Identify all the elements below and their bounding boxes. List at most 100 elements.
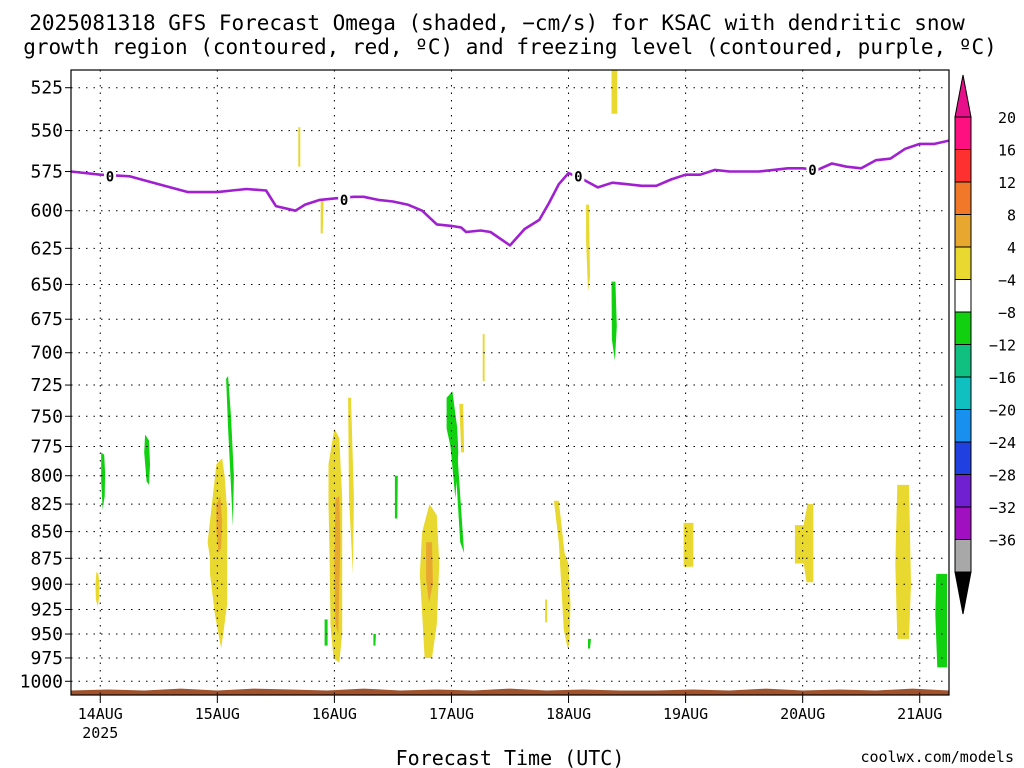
freezing-label-bg-2 (572, 168, 585, 185)
y-tick-label: 625 (30, 238, 63, 259)
colorbar-bin-8 (954, 376, 972, 410)
colorbar-label: −20 (989, 402, 1016, 420)
terrain-band (71, 688, 949, 695)
y-tick-label: 600 (30, 201, 63, 222)
y-tick-label: 775 (30, 436, 63, 457)
colorbar-label: 20 (998, 109, 1016, 127)
y-tick-label: 875 (30, 548, 63, 569)
omega-region-3 (207, 458, 228, 649)
colorbar-bin-12 (954, 506, 972, 540)
omega-region-10 (324, 619, 328, 646)
terrain-fill (71, 688, 949, 695)
y-tick-label: 750 (30, 406, 63, 427)
y-tick-label: 800 (30, 466, 63, 487)
colorbar-label: 8 (1007, 207, 1016, 225)
x-tick-label: 16AUG (312, 705, 357, 723)
omega-region-16 (446, 391, 459, 499)
x-tick-label: 15AUG (195, 705, 240, 723)
colorbar-bin-13 (954, 539, 972, 573)
freezing-label-bg-3 (806, 161, 819, 178)
y-tick-label: 575 (30, 162, 63, 183)
chart-title-line-1: 2025081318 GFS Forecast Omega (shaded, −… (29, 11, 965, 35)
omega-region-2 (144, 434, 150, 485)
colorbar-label: −24 (989, 434, 1016, 452)
omega-region-13 (394, 475, 398, 519)
colorbar-bin-1 (954, 149, 972, 183)
y-tick-label: 1000 (20, 671, 63, 692)
omega-region-9 (334, 496, 341, 634)
y-tick-label: 900 (30, 574, 63, 595)
colorbar-bin-2 (954, 181, 972, 215)
omega-region-29 (935, 573, 947, 668)
y-tick-label: 850 (30, 522, 63, 543)
colorbar-bin-10 (954, 441, 972, 475)
colorbar-bin-11 (954, 474, 972, 508)
omega-region-18 (459, 403, 465, 453)
y-tick-label: 650 (30, 274, 63, 295)
y-tick-label: 950 (30, 624, 63, 645)
omega-region-19 (482, 334, 485, 382)
y-tick-label: 825 (30, 494, 63, 515)
colorbar-label: −8 (998, 304, 1016, 322)
freezing-level-label: 0 (106, 169, 114, 185)
omega-region-26 (683, 522, 694, 567)
colorbar-label: −36 (989, 532, 1016, 550)
omega-region-27 (794, 504, 814, 583)
colorbar-label: −16 (989, 369, 1016, 387)
omega-region-22 (588, 638, 591, 649)
omega-region-23 (586, 204, 590, 292)
omega-region-5 (226, 376, 234, 527)
omega-region-12 (373, 634, 376, 646)
omega-region-20 (553, 500, 571, 649)
freezing-label-bg-0 (104, 168, 117, 185)
colorbar-bin-7 (954, 344, 972, 378)
x-tick-label: 18AUG (546, 705, 591, 723)
colorbar-bin-3 (954, 214, 972, 248)
colorbar-bin-4 (954, 246, 972, 280)
omega-region-7 (320, 199, 324, 234)
colorbar-bottom-arrow (954, 571, 972, 615)
y-tick-label: 925 (30, 599, 63, 620)
x-axis-label: Forecast Time (UTC) (396, 746, 625, 768)
omega-region-24 (611, 281, 617, 361)
colorbar-label: 16 (998, 142, 1016, 160)
x-axis: 14AUG 15AUG 16AUG 17AUG 18AUG 19AUG 20AUG 21AUG… (78, 695, 942, 742)
x-tick-label: 21AUG (897, 705, 942, 723)
colorbar-top-arrow (954, 74, 972, 118)
colorbar-bin-0 (954, 116, 972, 150)
omega-region-1 (101, 452, 106, 510)
omega-region-17 (454, 446, 465, 553)
y-axis: 525 550 575 600 625 650 675 700 725 750 775 800 825 8… (20, 78, 71, 692)
x-tick-label: 17AUG (429, 705, 474, 723)
omega-region-25 (611, 70, 618, 114)
plot-frame (70, 69, 950, 696)
omega-region-6 (298, 127, 301, 167)
colorbar-bin-9 (954, 409, 972, 443)
freezing-label-bg-1 (338, 191, 351, 208)
y-tick-label: 975 (30, 648, 63, 669)
freezing-level-contour: 0 0 0 0 (71, 139, 949, 247)
x-tick-label: 19AUG (663, 705, 708, 723)
colorbar-label: −32 (989, 499, 1016, 517)
y-tick-label: 675 (30, 309, 63, 330)
colorbar-label: −12 (989, 337, 1016, 355)
x-year-label: 2025 (82, 724, 118, 742)
credit-text: coolwx.com/models (860, 748, 1014, 766)
x-tick-label: 14AUG (78, 705, 123, 723)
colorbar-label: −4 (998, 272, 1016, 290)
y-tick-label: 550 (30, 121, 63, 142)
omega-region-21 (545, 599, 548, 623)
omega-region-4 (216, 496, 223, 553)
colorbar-label: 4 (1007, 239, 1016, 257)
colorbar-bin-6 (954, 311, 972, 345)
x-tick-label: 20AUG (780, 705, 825, 723)
omega-region-15 (426, 542, 433, 603)
y-tick-label: 525 (30, 78, 63, 99)
freezing-level-label: 0 (340, 193, 348, 209)
chart-title-line-2: growth region (contoured, red, ºC) and f… (23, 35, 997, 59)
freezing-level-label: 0 (808, 163, 816, 179)
freezing-level-label: 0 (574, 169, 582, 185)
omega-region-28 (895, 484, 911, 639)
colorbar-bin-5 (954, 279, 972, 313)
